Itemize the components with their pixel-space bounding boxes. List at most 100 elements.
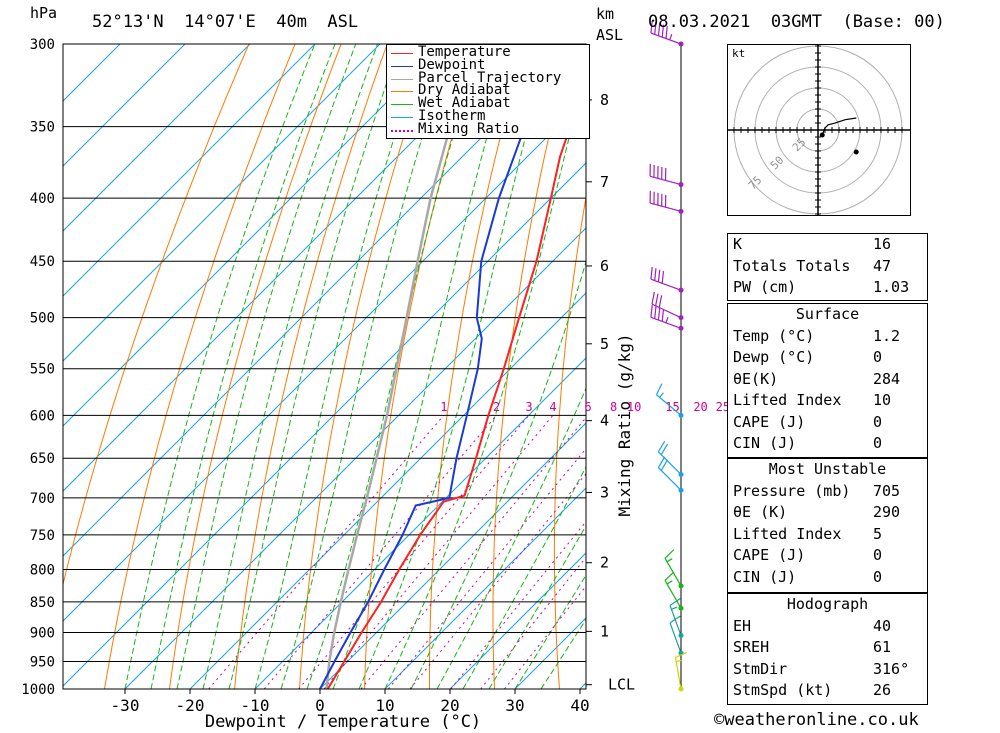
- index-label: PW (cm): [733, 278, 797, 296]
- height-tick-label: 5: [600, 335, 609, 353]
- isotherm-line: [63, 44, 511, 492]
- height-tick-label: LCL: [608, 676, 635, 694]
- index-row: CAPE (J) 0: [728, 545, 927, 567]
- hodo-point: [819, 132, 825, 138]
- x-tick-label: 40: [570, 696, 589, 715]
- dewpoint-line: [319, 44, 542, 689]
- wind-barb-dot: [678, 287, 684, 293]
- legend-swatch: [391, 78, 413, 80]
- index-row: CIN (J) 0: [728, 433, 927, 455]
- legend-label: Wet Adiabat: [418, 95, 511, 112]
- index-value: 26: [873, 681, 892, 699]
- legend-label: Temperature: [418, 44, 511, 60]
- isotherm-line: [63, 44, 186, 167]
- isotherm-line: [63, 44, 446, 427]
- legend-swatch: [391, 91, 413, 93]
- index-row: CIN (J) 0: [728, 567, 927, 589]
- mixing-ratio-label: 8: [610, 400, 617, 414]
- index-label: K: [733, 235, 743, 253]
- wind-barb-dot: [678, 412, 684, 418]
- wet-adiabat-line: [176, 44, 357, 689]
- wind-barb: [650, 266, 684, 293]
- wind-barb-dot: [678, 471, 684, 477]
- temperature-line: [326, 85, 586, 689]
- pressure-tick-label: 300: [30, 37, 55, 53]
- wind-barb-dot: [678, 41, 684, 47]
- mixing-ratio-label: 20: [693, 400, 707, 414]
- wind-barb-dot: [678, 605, 684, 611]
- index-row: θE(K) 284: [728, 369, 927, 391]
- index-row: SREH 61: [728, 637, 927, 659]
- legend-label: Dewpoint: [418, 56, 486, 73]
- wind-barb: [657, 456, 684, 493]
- wet-adiabat-line: [436, 387, 586, 689]
- x-axis-label: Dewpoint / Temperature (°C): [205, 712, 481, 732]
- pressure-tick-label: 600: [30, 408, 55, 424]
- index-label: StmDir: [733, 659, 788, 678]
- index-label: CIN (J): [733, 434, 797, 452]
- wet-adiabat-line: [150, 44, 336, 689]
- index-row: CAPE (J) 0: [728, 412, 927, 434]
- wet-adiabat-line: [462, 465, 586, 689]
- pressure-tick-label: 500: [30, 311, 55, 327]
- x-tick-label: 0: [315, 696, 325, 715]
- index-value: 10: [873, 391, 892, 409]
- mixing-ratio-line: [360, 416, 586, 689]
- index-label: CAPE (J): [733, 546, 806, 564]
- dry-adiabat-line: [936, 44, 1000, 689]
- surface-panel: Surface Temp (°C) 1.2 Dewp (°C) 0 θE(K) 284 Li…: [727, 303, 928, 458]
- index-value: 0: [873, 567, 883, 586]
- dry-adiabat-line: [984, 44, 1000, 689]
- legend-item: Wet Adiabat: [387, 95, 587, 112]
- index-value: 40: [873, 616, 892, 635]
- dry-adiabat-line: [104, 44, 296, 689]
- isotherm-line: [319, 422, 586, 689]
- mixing-ratio-label: 4: [549, 400, 556, 414]
- index-row: Totals Totals 47: [728, 256, 927, 278]
- index-row: θE (K) 290: [728, 502, 927, 524]
- height-unit-km: km: [596, 5, 615, 23]
- wind-barb-dot: [678, 633, 684, 639]
- index-label: CIN (J): [733, 567, 797, 586]
- isotherm-line: [384, 487, 586, 689]
- index-label: Dewp (°C): [733, 348, 815, 366]
- isotherm-line: [63, 44, 251, 232]
- index-value: 1.2: [873, 326, 901, 345]
- wet-adiabat-line: [306, 44, 482, 689]
- index-value: 0: [873, 348, 883, 366]
- plot-frame: [62, 43, 587, 690]
- wind-barb: [664, 571, 684, 611]
- height-tick-label: 4: [600, 412, 609, 430]
- mixing-ratio-label: 2: [493, 400, 500, 414]
- height-tick-label: 8: [600, 91, 609, 109]
- pressure-tick-label: 550: [30, 362, 55, 378]
- height-tick-label: 3: [600, 484, 609, 502]
- hodograph-indices-title: Hodograph: [786, 595, 869, 613]
- wind-barb-dot: [678, 583, 684, 589]
- pressure-tick-label: 450: [30, 254, 55, 270]
- pressure-tick-label: 350: [30, 120, 55, 136]
- wet-adiabat-line: [488, 524, 586, 689]
- wet-adiabat-line: [280, 44, 452, 689]
- dry-adiabat-line: [169, 44, 342, 689]
- legend-swatch: [391, 53, 413, 54]
- legend-swatch: [391, 104, 413, 106]
- height-tick-label: 7: [600, 173, 609, 191]
- index-value: 1.03: [873, 278, 910, 296]
- legend-label: Mixing Ratio: [418, 120, 520, 137]
- legend-item: Dry Adiabat: [387, 82, 587, 99]
- wet-adiabat-line: [358, 44, 551, 689]
- wind-barb: [649, 190, 684, 214]
- index-row: Lifted Index 5: [728, 524, 927, 546]
- legend-label: Dry Adiabat: [418, 82, 511, 99]
- index-label: StmSpd (kt): [733, 681, 833, 699]
- index-value: 61: [873, 638, 892, 656]
- wind-barb: [657, 440, 684, 477]
- pressure-tick-label: 1000: [21, 682, 55, 698]
- index-label: SREH: [733, 638, 770, 656]
- isotherm-line: [63, 162, 586, 687]
- isotherm-line: [189, 292, 586, 689]
- index-value: 47: [873, 256, 892, 275]
